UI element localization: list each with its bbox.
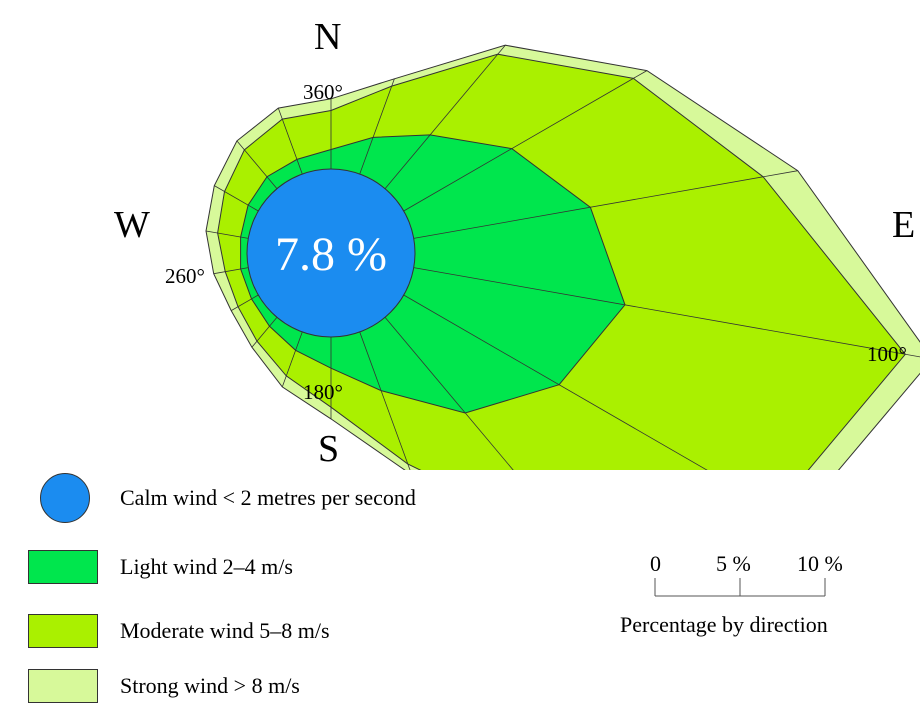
rose-spoke-340 — [277, 107, 303, 175]
legend-swatch-calm — [40, 473, 90, 523]
scale-axis — [654, 578, 826, 597]
rose-spoke-120 — [403, 294, 708, 470]
legend-label-strong: Strong wind > 8 m/s — [120, 673, 300, 698]
legend-label-light: Light wind 2–4 m/s — [120, 554, 293, 579]
rose-spoke-160 — [359, 331, 411, 470]
legend-label-calm: Calm wind < 2 metres per second — [120, 485, 416, 510]
rose-spoke-60 — [403, 70, 648, 212]
legend-swatch-light — [28, 550, 98, 584]
legend-swatch-moderate — [28, 614, 98, 648]
scale-tick-0: 0 — [650, 551, 661, 576]
wind-rose-chart: 7.8 % — [205, 44, 920, 470]
calm-value-label: 7.8 % — [275, 228, 387, 281]
legend-label-moderate: Moderate wind 5–8 m/s — [120, 618, 330, 643]
direction-label-100: 100° — [867, 342, 907, 366]
legend-item-light: Light wind 2–4 m/s — [28, 545, 293, 589]
calm-circle — [246, 168, 416, 338]
legend-swatch-strong — [28, 669, 98, 703]
legend-item-strong: Strong wind > 8 m/s — [28, 664, 300, 708]
scale-caption: Percentage by direction — [620, 612, 828, 637]
rose-spoke-220 — [251, 317, 278, 348]
rose-spoke-100 — [413, 267, 920, 358]
compass-west-label: W — [114, 204, 150, 246]
legend-item-moderate: Moderate wind 5–8 m/s — [28, 609, 330, 653]
rose-spoke-200 — [281, 331, 303, 388]
rose-spoke-300 — [214, 185, 259, 212]
scale-tick-5: 5 % — [716, 551, 751, 576]
rose-spoke-240 — [231, 294, 259, 311]
scale-tick-10: 10 % — [797, 551, 843, 576]
compass-east-label: E — [892, 204, 916, 246]
rose-spoke-80 — [413, 170, 798, 239]
rose-spoke-280 — [205, 230, 249, 239]
direction-label-360: 360° — [303, 80, 343, 104]
direction-label-180: 180° — [303, 380, 343, 404]
rose-spoke-20 — [359, 78, 395, 175]
direction-label-260: 260° — [165, 264, 205, 288]
rose-spoke-320 — [236, 140, 278, 189]
legend-item-calm: Calm wind < 2 metres per second — [28, 473, 416, 523]
rose-spoke-260 — [213, 267, 249, 275]
rose-spoke-40 — [384, 44, 506, 189]
compass-south-label: S — [318, 428, 340, 470]
rose-spoke-140 — [384, 317, 514, 470]
compass-north-label: N — [314, 16, 342, 58]
